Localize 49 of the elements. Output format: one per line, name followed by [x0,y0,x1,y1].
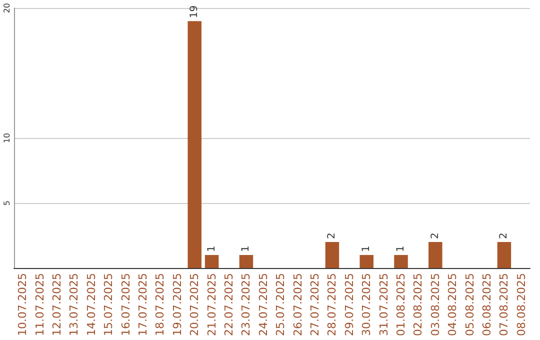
x-tick-label: 28.07.2025 [326,273,339,336]
x-tick-label: 06.08.2025 [480,273,494,336]
x-tick-label: 22.07.2025 [222,273,236,336]
data-label: 2 [430,232,441,240]
x-tick-label: 27.07.2025 [308,273,322,336]
x-tick-label: 15.07.2025 [102,273,116,336]
x-tick-label: 02.08.2025 [412,273,425,336]
x-tick-label: 13.07.2025 [68,273,81,336]
data-label: 19 [189,5,200,18]
bar [204,255,219,268]
bar [325,242,340,268]
bar [188,21,202,268]
y-tick-label: 10 [2,132,12,144]
x-tick-label: 12.07.2025 [50,273,64,336]
x-tick-label: 03.08.2025 [428,273,442,336]
y-tick-label: 20 [2,2,12,14]
data-label: 1 [361,246,372,252]
x-tick-label: 26.07.2025 [291,273,304,336]
bar [497,242,512,268]
x-tick-label: 07.08.2025 [498,273,511,336]
x-tick-label: 29.07.2025 [342,273,356,336]
x-tick-label: 31.07.2025 [377,273,390,336]
bar [428,242,442,268]
x-tick-label: 21.07.2025 [205,273,218,336]
x-tick-label: 10.07.2025 [16,273,30,336]
x-tick-label: 04.08.2025 [446,273,460,336]
data-label: 2 [498,232,510,240]
data-label: 1 [396,246,406,252]
data-label: 1 [206,246,218,252]
bar [394,255,408,268]
bar [360,255,374,268]
x-tick-label: 23.07.2025 [240,273,253,336]
x-tick-label: 20.07.2025 [188,273,202,336]
bar [239,255,254,268]
data-label: 2 [326,232,338,240]
x-tick-label: 01.08.2025 [394,273,408,336]
data-label: 1 [240,246,252,252]
x-tick-label: 05.08.2025 [463,273,476,336]
x-tick-label: 25.07.2025 [274,273,288,336]
x-tick-label: 08.08.2025 [514,273,528,336]
x-tick-label: 17.07.2025 [136,273,150,336]
x-tick-label: 19.07.2025 [170,273,184,336]
x-tick-label: 11.07.2025 [33,273,46,336]
x-tick-label: 24.07.2025 [256,273,270,336]
x-tick-label: 18.07.2025 [154,273,167,336]
x-tick-label: 14.07.2025 [84,273,98,336]
y-tick-label: 5 [2,200,12,206]
x-tick-label: 16.07.2025 [119,273,132,336]
x-tick-label: 30.07.2025 [360,273,374,336]
